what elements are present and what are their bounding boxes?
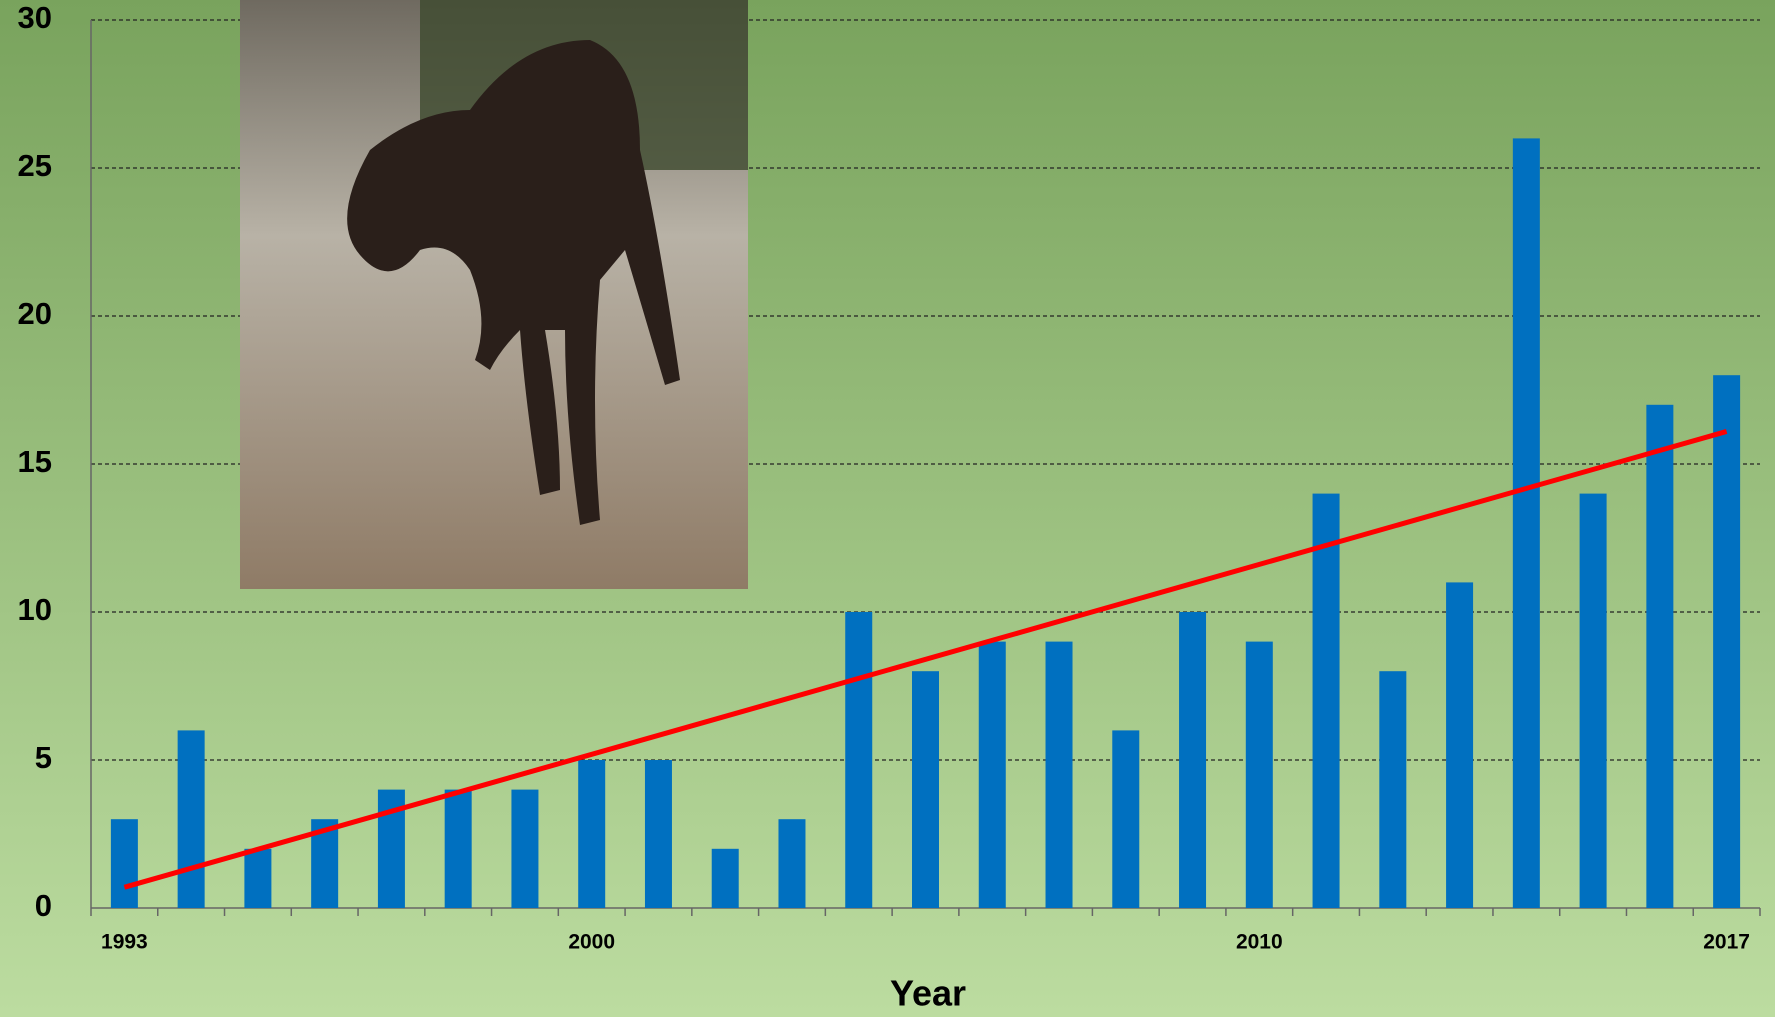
bar (578, 760, 606, 908)
bar (1245, 641, 1273, 908)
bar (1379, 671, 1407, 908)
photo-moose (347, 40, 680, 525)
bar (845, 612, 873, 908)
bar (244, 848, 272, 908)
x-tick-label: 2017 (1703, 931, 1750, 954)
bar (644, 760, 672, 908)
y-tick-label: 15 (18, 444, 52, 479)
bar (110, 819, 138, 908)
bar (1312, 493, 1340, 908)
bar (177, 730, 205, 908)
y-tick-label: 25 (18, 148, 52, 183)
bar (1179, 612, 1207, 908)
y-tick-label: 10 (18, 592, 52, 627)
photo (240, 0, 748, 589)
bar (511, 789, 539, 908)
bar (1579, 493, 1607, 908)
plot-area: 0 5 10 15 20 25 30 1993 2000 2010 2017 (18, 0, 1761, 954)
bar (444, 789, 472, 908)
y-tick-label: 5 (35, 740, 52, 775)
x-tick-label: 2010 (1236, 931, 1283, 954)
y-tick-label: 30 (18, 0, 52, 35)
bar (1112, 730, 1140, 908)
bar (711, 848, 739, 908)
bar (978, 641, 1006, 908)
bar (1446, 582, 1474, 908)
y-tick-label: 0 (35, 888, 52, 923)
bar (912, 671, 939, 908)
bar (1512, 138, 1540, 908)
x-tick-label: 2000 (568, 931, 615, 954)
x-tick-label: 1993 (101, 931, 148, 954)
y-tick-label: 20 (18, 296, 52, 331)
bar (1045, 641, 1073, 908)
trend-line (123, 429, 1728, 890)
bar (778, 819, 806, 908)
x-axis-title: Year (890, 973, 966, 1014)
bar (1646, 404, 1674, 908)
bar (1713, 375, 1741, 908)
